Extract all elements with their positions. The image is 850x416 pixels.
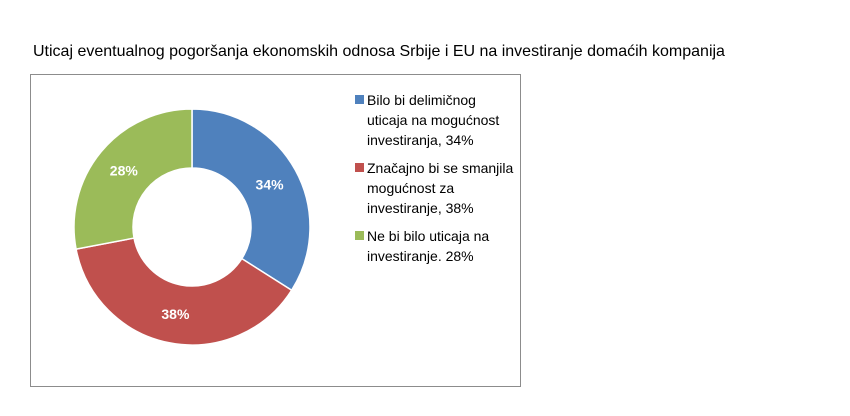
donut-label-znacajno: 38% <box>161 306 190 322</box>
legend-key-znacajno <box>355 163 364 172</box>
donut-slice-znacajno <box>75 237 293 346</box>
legend-item-znacajno: Značajno bi se smanjila mogućnost za inv… <box>355 158 520 218</box>
donut-label-bez-uticaja: 28% <box>110 163 139 179</box>
legend-label-znacajno: Značajno bi se smanjila mogućnost za inv… <box>367 160 514 216</box>
legend-key-bez-uticaja <box>355 231 364 240</box>
donut-chart: 34% 38% 28% <box>73 108 311 346</box>
donut-label-delimican: 34% <box>256 176 285 192</box>
legend-item-delimican: Bilo bi delimičnog uticaja na mogućnost … <box>355 90 520 150</box>
chart-title: Uticaj eventualnog pogoršanja ekonomskih… <box>33 43 725 60</box>
donut-slice-bez-uticaja <box>73 108 193 250</box>
chart-area: 34% 38% 28% Bilo bi delimičnog uticaja na … <box>30 74 521 387</box>
donut-slice-delimican <box>191 108 311 292</box>
legend-key-delimican <box>355 95 364 104</box>
legend-label-bez-uticaja: Ne bi bilo uticaja na investiranje. 28% <box>367 228 490 264</box>
chart-legend: Bilo bi delimičnog uticaja na mogućnost … <box>355 90 520 274</box>
legend-item-bez-uticaja: Ne bi bilo uticaja na investiranje. 28% <box>355 226 520 266</box>
legend-label-delimican: Bilo bi delimičnog uticaja na mogućnost … <box>367 92 500 148</box>
